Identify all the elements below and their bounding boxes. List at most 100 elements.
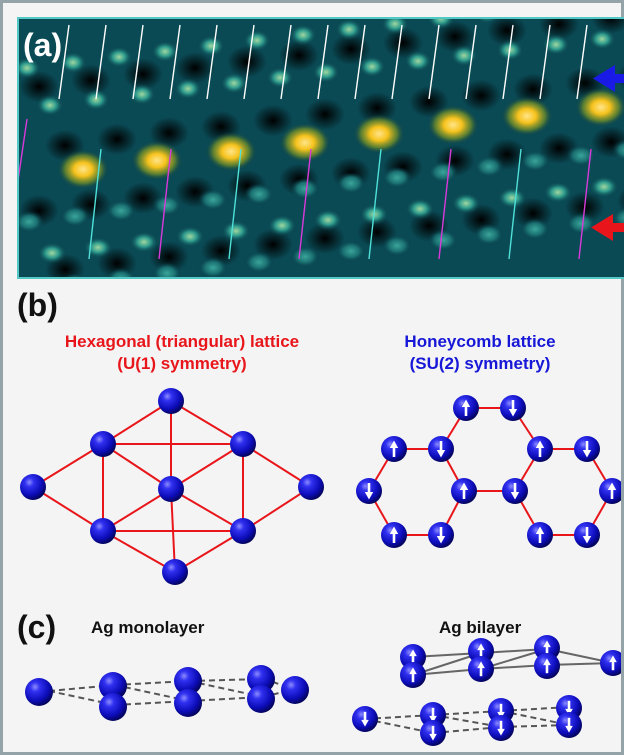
spin-up-arrowhead xyxy=(543,640,551,648)
stm-spot xyxy=(244,251,274,274)
monolayer-atom xyxy=(247,665,275,693)
white-marker-line xyxy=(539,24,551,100)
stm-spot xyxy=(37,242,67,265)
stm-dark-spot xyxy=(305,222,345,255)
stm-spot xyxy=(152,194,182,217)
lattice-atom xyxy=(230,431,256,457)
spin-down-arrowhead xyxy=(436,536,446,544)
stm-spot xyxy=(221,219,251,242)
lattice-atom xyxy=(298,474,324,500)
panel-label-b: (b) xyxy=(17,287,58,323)
spin-down-arrowhead xyxy=(582,450,592,458)
white-marker-line xyxy=(243,24,255,100)
spin-down-arrowhead xyxy=(497,728,505,736)
stm-bright-spot xyxy=(131,140,183,181)
spin-up-arrowhead xyxy=(461,399,471,407)
spin-up-arrowhead xyxy=(459,482,469,490)
white-marker-line xyxy=(354,24,366,100)
panel-label-a: (a) xyxy=(23,27,63,63)
magenta-marker-line xyxy=(438,148,452,260)
stm-spot xyxy=(266,66,294,89)
monolayer-atom xyxy=(99,672,127,700)
stm-marker-lines xyxy=(19,24,592,260)
lattice-atom xyxy=(90,518,116,544)
stm-spot xyxy=(63,273,87,277)
white-marker-line xyxy=(280,24,292,100)
stm-image xyxy=(19,19,624,277)
stm-spot xyxy=(151,40,179,63)
stm-spot xyxy=(428,161,458,184)
stm-spot xyxy=(381,19,409,35)
stm-spot xyxy=(106,267,136,277)
stm-bright-spot xyxy=(205,131,257,172)
cyan-marker-line xyxy=(508,148,522,260)
white-marker-line xyxy=(58,24,70,100)
white-marker-line xyxy=(428,24,440,100)
stm-spot xyxy=(566,144,596,167)
stm-spot xyxy=(428,229,458,252)
stm-dark-spot xyxy=(617,188,624,213)
stm-dark-spot xyxy=(71,64,111,97)
stm-dark-spot xyxy=(461,79,501,112)
stm-spot xyxy=(474,223,504,246)
spin-up-arrowhead xyxy=(607,482,617,490)
lattice-bond xyxy=(170,488,244,532)
spin-down-arrowhead xyxy=(582,536,592,544)
stm-dark-spot xyxy=(487,19,527,47)
stm-spot xyxy=(106,199,136,222)
lattice-bond xyxy=(102,488,172,532)
spin-up-arrowhead xyxy=(609,655,617,663)
stm-spot xyxy=(152,262,182,277)
lattice-bond xyxy=(170,400,244,445)
lattice-bond xyxy=(102,530,176,573)
cyan-marker-line xyxy=(88,148,102,260)
spin-up-arrowhead xyxy=(543,658,551,666)
panel-label-c: (c) xyxy=(17,609,57,645)
stm-spot xyxy=(198,256,228,277)
white-marker-line xyxy=(391,24,403,100)
cyan-marker-line xyxy=(368,148,382,260)
hexagonal-title-line1: Hexagonal (triangular) lattice xyxy=(64,332,300,351)
lattice-atom xyxy=(90,431,116,457)
honeycomb-lattice xyxy=(356,395,621,548)
dashed-bond xyxy=(48,690,116,706)
stm-spot xyxy=(105,46,133,68)
stm-spot xyxy=(588,28,616,51)
stm-spot xyxy=(336,240,366,263)
spin-up-arrowhead xyxy=(535,440,545,448)
blue-arrow xyxy=(593,65,624,92)
magenta-marker-line xyxy=(298,148,312,260)
spin-up-arrowhead xyxy=(535,526,545,534)
lattice-bond xyxy=(242,443,312,488)
white-marker-line xyxy=(502,24,514,100)
lattice-atom xyxy=(158,388,184,414)
lattice-bond xyxy=(102,443,172,490)
lattice-bond xyxy=(32,443,104,488)
spin-down-arrowhead xyxy=(361,719,369,727)
lattice-atom xyxy=(158,476,184,502)
stm-bright-spot xyxy=(57,149,109,190)
lattice-bond xyxy=(242,486,312,532)
stm-dark-spot xyxy=(279,39,319,72)
bilayer-top-atom xyxy=(600,650,621,676)
monolayer-atom xyxy=(174,667,202,695)
hexagonal-lattice xyxy=(20,388,324,585)
stm-spot xyxy=(290,245,320,268)
stm-spot xyxy=(497,186,527,209)
spin-up-arrowhead xyxy=(477,661,485,669)
monolayer-atom xyxy=(25,678,53,706)
stm-topography xyxy=(19,19,624,277)
spin-down-arrowhead xyxy=(508,409,518,417)
spin-up-arrowhead xyxy=(409,649,417,657)
stm-spot xyxy=(175,225,205,248)
hexagonal-title-line2: (U(1) symmetry) xyxy=(117,354,247,373)
stm-spot xyxy=(520,150,550,173)
spin-down-arrowhead xyxy=(565,725,573,733)
honeycomb-atom xyxy=(599,478,621,504)
stm-dark-spot xyxy=(123,58,163,91)
stm-spot xyxy=(312,61,340,84)
stm-spot xyxy=(566,212,596,235)
stm-dark-spot xyxy=(97,123,137,156)
spin-up-arrowhead xyxy=(389,526,399,534)
stm-spot xyxy=(19,57,41,80)
